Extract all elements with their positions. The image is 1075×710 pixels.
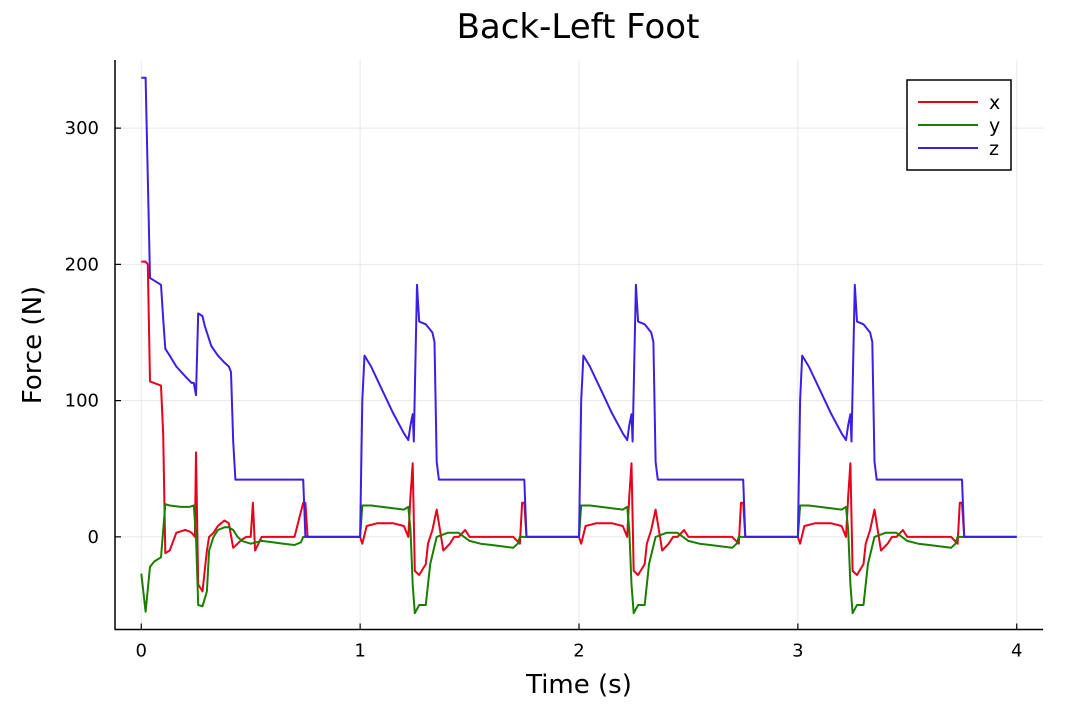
legend-label-y: y (989, 115, 1000, 137)
series-line-y (140, 503, 1017, 615)
chart-title: Back-Left Foot (457, 7, 700, 47)
legend: x y z (906, 79, 1012, 171)
y-tick-label: 300 (65, 118, 99, 139)
tick-labels: 0 1 2 3 4 0 100 200 300 (65, 118, 1023, 661)
legend-label-z: z (989, 138, 999, 160)
x-tick-label: 0 (136, 641, 147, 662)
x-tick-label: 2 (573, 641, 584, 662)
series-line-z (141, 76, 1017, 538)
series-lines (140, 76, 1017, 615)
x-tick-label: 3 (792, 641, 803, 662)
x-tick-label: 1 (354, 641, 365, 662)
axes (114, 60, 1043, 631)
y-tick-label: 100 (65, 391, 99, 412)
legend-label-x: x (989, 92, 1000, 114)
x-axis-label: Time (s) (525, 670, 632, 700)
y-axis-label: Force (N) (18, 286, 48, 404)
y-tick-label: 200 (65, 254, 99, 275)
x-tick-label: 4 (1011, 641, 1022, 662)
y-tick-label: 0 (88, 527, 99, 548)
